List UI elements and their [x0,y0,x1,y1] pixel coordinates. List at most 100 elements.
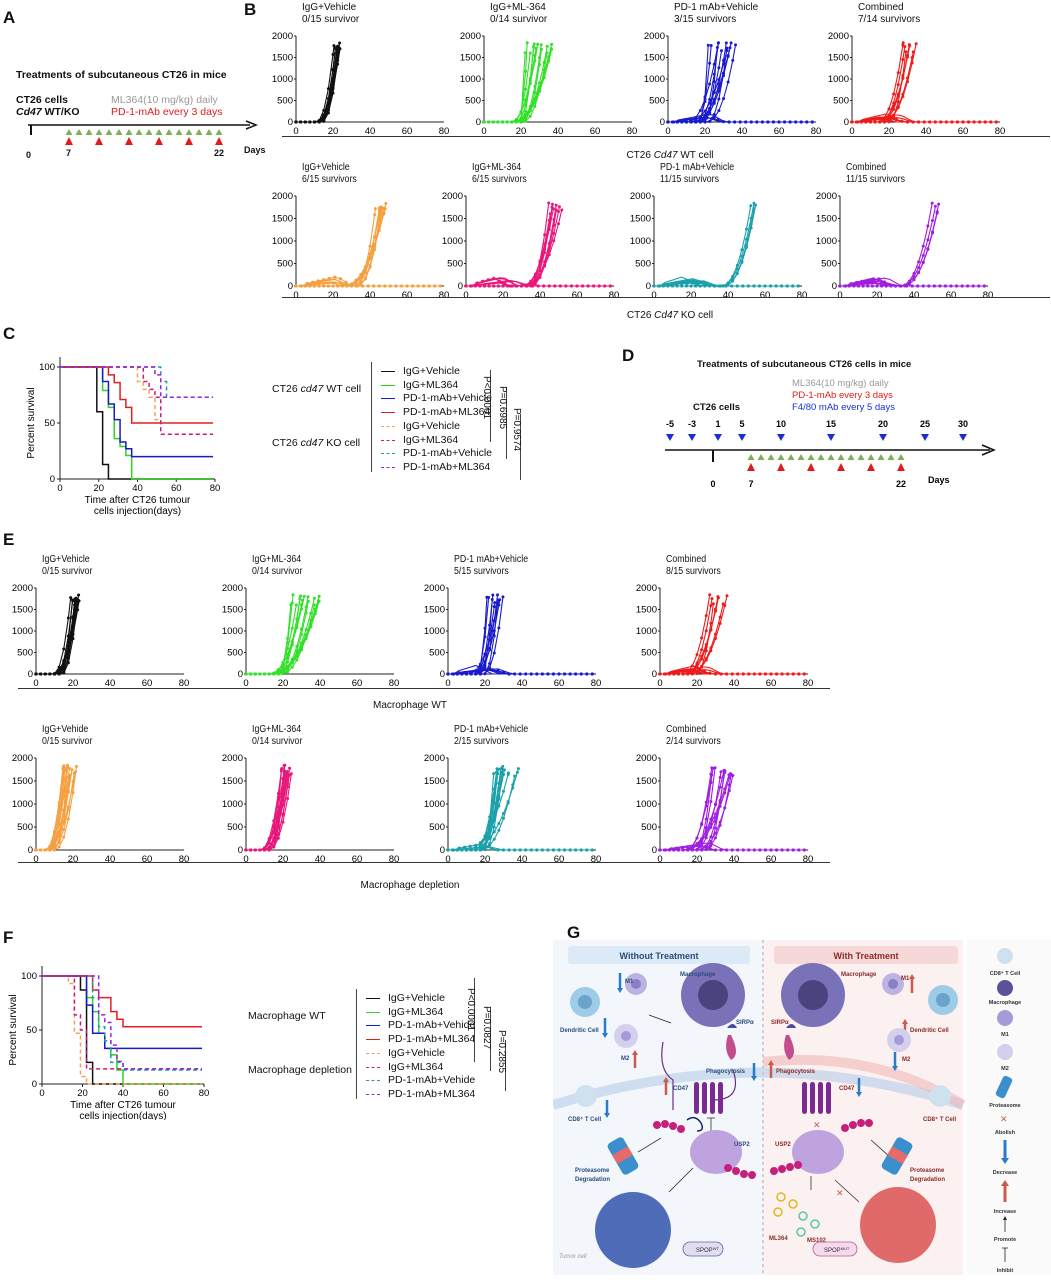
x-tick-label: 80 [439,290,450,301]
survivor-count: 2/14 survivors [666,736,721,747]
data-point [901,94,905,98]
data-point [729,772,733,776]
legend-entry: IgG+ML364 [388,1060,444,1073]
panel-d-pd1: PD-1-mAb every 3 days [792,390,893,401]
data-point [725,48,729,52]
data-point [281,669,285,673]
cd47-label-treated: CD47 [839,1086,855,1092]
data-point [501,764,505,768]
data-point [896,83,900,87]
y-tick-label: 0 [440,845,445,856]
f480-dose-marker [714,434,722,441]
data-point [286,653,290,657]
y-tick-label: 500 [649,96,665,107]
data-point [272,845,276,849]
data-point [497,828,501,832]
data-point [718,820,722,824]
data-point [709,649,713,653]
proteasome-label: Proteasome [575,1168,610,1174]
x-tick-label: 0 [57,483,62,494]
data-point [308,120,312,124]
macrophage-label-treated: Macrophage [841,972,877,978]
data-point [717,97,721,101]
tumor-growth-line [484,52,526,123]
x-tick-label: 40 [315,854,326,865]
y-tick-label: 1000 [222,626,243,637]
data-point [740,259,744,263]
survivor-count: 2/15 survivors [454,736,509,747]
y-tick-label: 1000 [828,74,849,85]
data-point [608,284,612,288]
subplot-title: PD-1 mAb+Vehicle [660,162,735,173]
data-point [66,616,70,620]
data-point [316,599,320,603]
data-point [66,661,70,665]
ml364-dose-marker [65,129,73,135]
data-point [285,773,289,777]
x-tick-label: 60 [142,678,153,689]
legend-group-label: CT26 cd47 KO cell [272,437,361,450]
y-tick-label: 1000 [816,236,837,247]
x-tick-label: 0 [657,854,662,865]
data-point [704,817,708,821]
x-tick-label: 60 [946,290,957,301]
f480-dose-marker [666,434,674,441]
legend-entry: IgG+Vehicle [403,419,460,432]
with-treatment-header: With Treatment [834,951,899,961]
panel-e-dep-label: Macrophage depletion [360,880,460,891]
data-point [333,47,337,51]
tumor-growth-line [654,208,755,287]
y-tick-label: 500 [641,822,657,833]
y-tick-label: 1000 [272,74,293,85]
data-point [338,41,342,45]
data-point [704,645,708,649]
data-point [901,58,905,62]
data-point [479,843,483,847]
data-point [326,284,330,288]
legend-entry: PD-1-mAb+Vehide [388,1019,476,1032]
data-point [724,41,728,45]
divider [282,297,1050,298]
survivor-count: 0/15 survivor [42,736,93,747]
legend-swatch [366,1093,380,1095]
data-point [501,120,504,124]
day0-label: 0 [710,479,715,489]
data-point [499,767,503,771]
x-tick-label: 0 [243,854,248,865]
data-point [77,593,81,597]
data-point [381,206,385,210]
proteasome-label-treated: Proteasome [910,1168,945,1174]
data-point [547,56,551,60]
subplot-title: IgG+ML-364 [490,2,546,13]
data-point [253,848,257,852]
legend-entry: PD-1-mAb+Vehicle [403,447,492,460]
survival-curve [42,975,202,1085]
y-tick-label: 500 [833,96,849,107]
survivor-count: 0/14 survivor [490,14,548,25]
data-point [557,210,560,214]
sirpa-receptor [727,1024,737,1028]
data-point [709,822,713,826]
cd47-transmembrane-icon [694,1082,723,1114]
data-point [272,824,276,828]
y-tick-label: 0 [646,281,651,292]
days-label: Days [928,475,950,485]
data-point [326,87,330,91]
data-point [709,839,713,843]
data-point [313,120,316,124]
data-point [65,766,69,770]
survival-curve [42,975,202,1085]
ml364-dose-marker [887,454,895,460]
survivor-line [466,277,611,287]
data-point [492,830,496,834]
data-point [463,845,467,849]
usp2-icon [690,1130,742,1174]
x-axis-label: cells injection(days) [94,506,181,517]
f480-day-label: 1 [715,419,720,429]
growth-chart: 0 500 1000 1500 2000 0 20 40 60 80 [636,583,813,689]
data-point [507,771,511,775]
data-point [710,766,714,770]
degradation-label: Degradation [575,1177,610,1183]
data-point [525,41,529,45]
x-axis-label: cells injection(days) [79,1111,166,1120]
